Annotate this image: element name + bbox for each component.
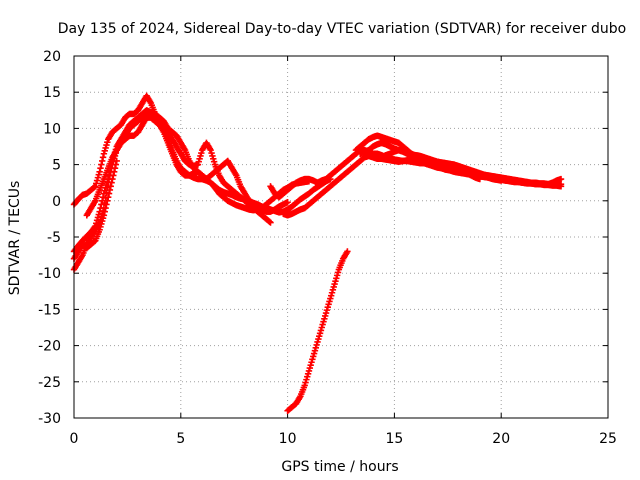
data-point bbox=[557, 175, 565, 183]
data-point bbox=[104, 193, 112, 201]
data-point bbox=[106, 186, 114, 194]
y-axis-label: SDTVAR / TECUs bbox=[7, 181, 23, 296]
data-point bbox=[96, 168, 103, 176]
x-tick-label: 0 bbox=[70, 431, 79, 447]
data-point bbox=[476, 175, 484, 183]
y-tick-label: 5 bbox=[52, 158, 61, 174]
data-point bbox=[103, 201, 110, 208]
y-tick-label: -30 bbox=[38, 411, 61, 427]
series-arc-k bbox=[284, 248, 351, 414]
data-point bbox=[104, 197, 111, 204]
x-tick-label: 5 bbox=[176, 431, 185, 447]
series-arc-j bbox=[378, 146, 484, 183]
data-point bbox=[108, 179, 115, 186]
y-tick-label: 15 bbox=[43, 85, 61, 101]
series-arc-d bbox=[83, 110, 291, 219]
y-tick-label: 0 bbox=[52, 194, 61, 210]
data-point bbox=[113, 157, 120, 165]
data-point bbox=[98, 161, 105, 168]
y-tick-label: -10 bbox=[38, 266, 61, 282]
x-tick-labels: 0 5 10 15 20 25 bbox=[70, 431, 617, 447]
plot-frame bbox=[73, 55, 609, 419]
plot-area bbox=[70, 92, 565, 414]
x-tick-label: 15 bbox=[385, 431, 403, 447]
data-point bbox=[99, 154, 107, 161]
x-tick-label: 25 bbox=[599, 431, 617, 447]
data-point bbox=[100, 212, 108, 219]
data-point bbox=[110, 172, 117, 179]
data-point bbox=[344, 248, 351, 255]
y-tick-label: -25 bbox=[38, 375, 61, 391]
y-tick-label: 10 bbox=[43, 121, 61, 137]
x-tick-label: 20 bbox=[492, 431, 510, 447]
data-point bbox=[97, 165, 104, 172]
x-axis-label: GPS time / hours bbox=[281, 459, 398, 475]
data-point bbox=[109, 175, 116, 183]
data-point bbox=[112, 161, 120, 168]
data-point bbox=[102, 204, 109, 212]
series-arc-e bbox=[70, 157, 120, 262]
y-tick-labels: -30 -25 -20 -15 -10 -5 0 5 10 15 20 bbox=[38, 49, 61, 427]
data-point bbox=[557, 183, 565, 190]
grid-lines bbox=[74, 56, 608, 418]
y-tick-label: -20 bbox=[38, 339, 61, 355]
data-point bbox=[101, 208, 108, 215]
data-point bbox=[267, 219, 274, 226]
series-arc-c bbox=[70, 92, 274, 226]
data-point bbox=[284, 199, 291, 206]
x-tick-label: 10 bbox=[279, 431, 297, 447]
data-point bbox=[498, 177, 505, 184]
data-point bbox=[107, 183, 114, 190]
y-tick-label: 20 bbox=[43, 49, 61, 65]
y-tick-label: -5 bbox=[47, 230, 61, 246]
chart-title: Day 135 of 2024, Sidereal Day-to-day VTE… bbox=[58, 21, 626, 37]
data-point bbox=[111, 165, 119, 172]
data-point bbox=[98, 157, 106, 165]
data-point bbox=[110, 168, 118, 176]
y-tick-label: -15 bbox=[38, 302, 61, 318]
data-point bbox=[105, 190, 113, 197]
